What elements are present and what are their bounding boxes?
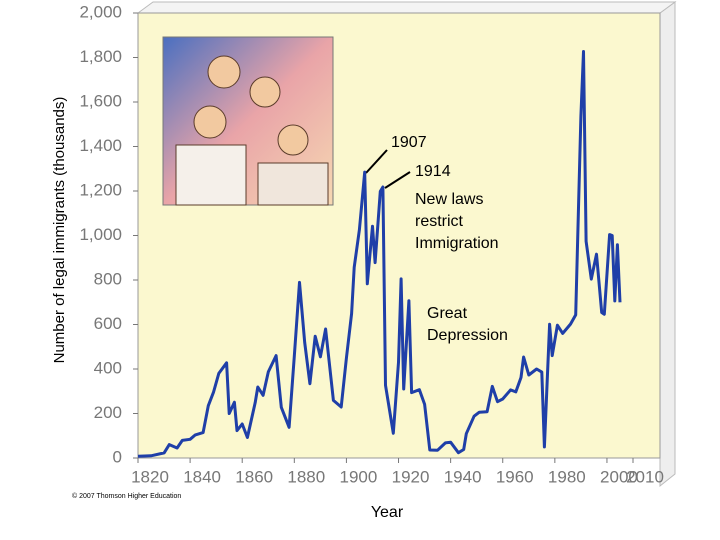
x-tick-label: 1960 <box>496 467 534 486</box>
y-tick-label: 0 <box>113 447 122 466</box>
credit: © 2007 Thomson Higher Education <box>72 492 181 500</box>
leader-line <box>365 149 388 174</box>
x-axis-label: Year <box>371 504 404 521</box>
x-tick-label: 1900 <box>340 467 378 486</box>
x-tick-label: 1880 <box>287 467 325 486</box>
x-tick-label: 1860 <box>235 467 273 486</box>
x-tick-label: 2000 <box>600 467 638 486</box>
y-tick-label: 1,600 <box>79 91 122 110</box>
y-tick-label: 800 <box>94 269 122 288</box>
y-axis-label: Number of legal immigrants (thousands) <box>51 97 68 364</box>
x-tick-label: 1980 <box>548 467 586 486</box>
box-side <box>659 1 676 488</box>
y-tick-label: 600 <box>94 314 122 333</box>
x-tick-label: 1920 <box>392 467 430 486</box>
y-tick-label: 400 <box>94 358 122 377</box>
x-tick-label: 1820 <box>131 467 169 486</box>
y-tick-label: 1,800 <box>79 47 122 66</box>
annotation: Great Depression <box>427 305 508 344</box>
y-tick-label: 1,200 <box>79 180 122 199</box>
x-tick-label: 2010 <box>626 467 664 486</box>
annotation: 1914 <box>415 163 451 180</box>
photo-figures <box>175 55 329 206</box>
box-top <box>136 1 677 14</box>
y-tick-label: 2,000 <box>79 2 122 21</box>
y-tick-label: 200 <box>94 403 122 422</box>
x-tick-label: 1940 <box>444 467 482 486</box>
annotation: 1907 <box>391 134 427 151</box>
data-line <box>137 50 622 458</box>
y-tick-label: 1,000 <box>79 225 122 244</box>
y-tick-label: 1,400 <box>79 136 122 155</box>
x-tick-label: 1840 <box>183 467 221 486</box>
annotation: New laws restrict Immigration <box>415 191 499 252</box>
leader-line <box>384 171 411 189</box>
